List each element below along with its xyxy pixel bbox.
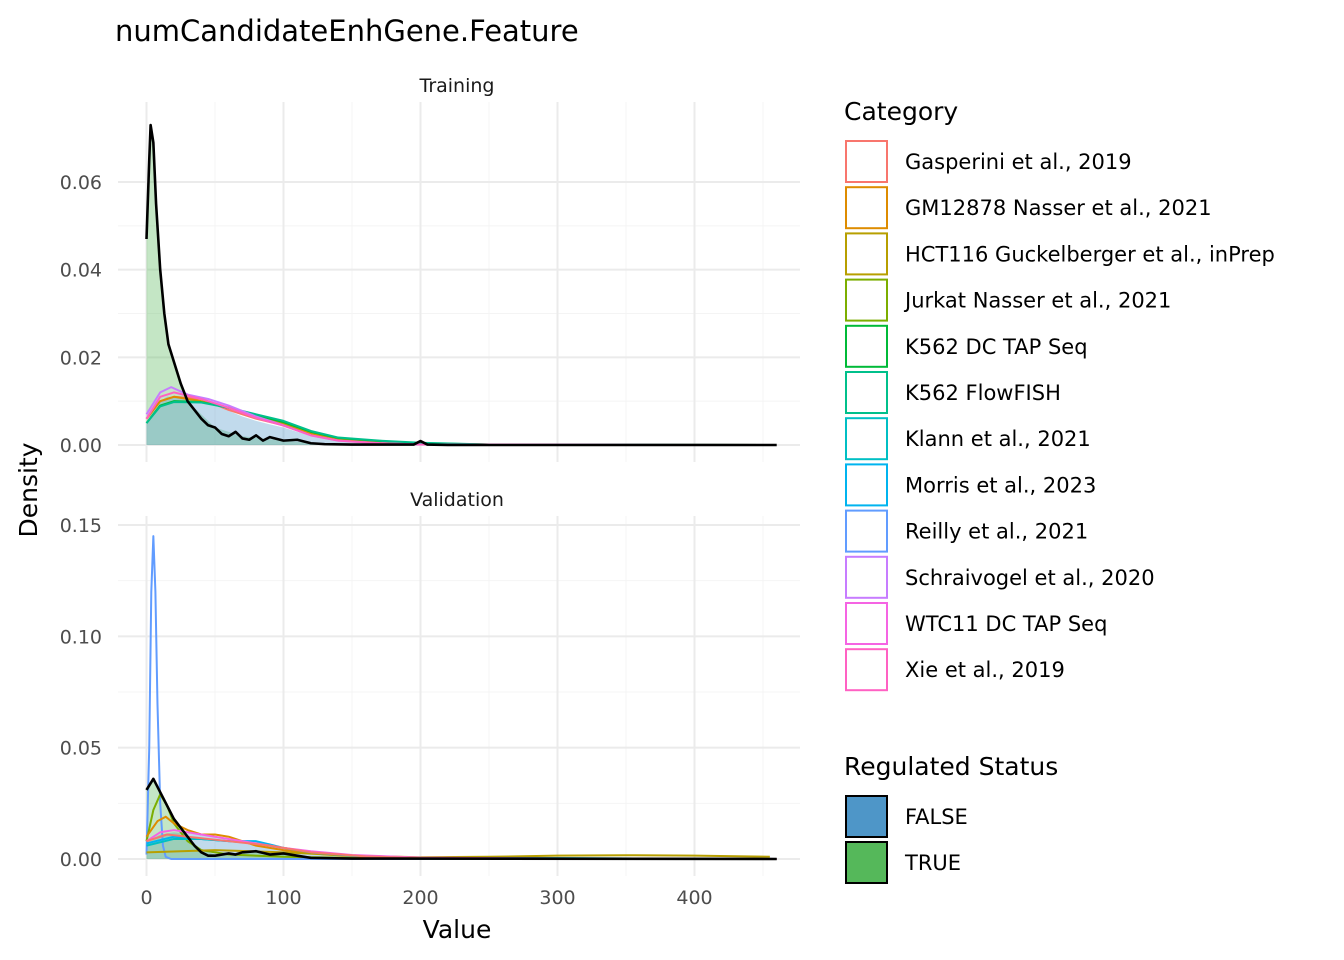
y-tick-label: 0.02 bbox=[60, 347, 102, 369]
legend-category-key bbox=[845, 509, 888, 553]
legend-category-title: Category bbox=[844, 97, 958, 126]
legend-status-label: TRUE bbox=[904, 851, 961, 875]
density-line-k562-flowfish bbox=[145, 401, 764, 446]
legend-regulated-status: Regulated Status FALSE TRUE bbox=[844, 752, 1058, 884]
legend-category-key bbox=[845, 648, 888, 692]
legend-category-key bbox=[845, 232, 888, 276]
y-tick-label: 0.00 bbox=[60, 849, 102, 871]
panel-training-grid bbox=[118, 102, 800, 462]
y-tick-label: 0.05 bbox=[60, 738, 102, 760]
panel-training-y-ticks: 0.00 0.02 0.04 0.06 bbox=[60, 172, 102, 457]
density-line-reilly-et-al-2021 bbox=[145, 535, 777, 860]
legend-category-label: K562 DC TAP Seq bbox=[905, 335, 1088, 359]
legend-category: Category Gasperini et al., 2019 GM12878 N… bbox=[844, 97, 1275, 692]
panel-training: 0.00 0.02 0.04 0.06 Training bbox=[60, 75, 800, 462]
density-line-true-overall bbox=[145, 777, 777, 861]
x-tick-label: 300 bbox=[539, 887, 575, 909]
legend-category-key bbox=[845, 324, 888, 368]
legend-category-label: HCT116 Guckelberger et al., inPrep bbox=[905, 242, 1275, 266]
x-axis-ticks: 0 100 200 300 400 bbox=[140, 887, 712, 909]
x-tick-label: 0 bbox=[140, 887, 152, 909]
legend-category-label: Klann et al., 2021 bbox=[905, 427, 1091, 451]
legend-category-key bbox=[845, 278, 888, 322]
panel-validation: 0.00 0.05 0.10 0.15 Validation bbox=[60, 489, 800, 876]
legend-status-key bbox=[845, 841, 888, 884]
density-fill-true bbox=[146, 125, 777, 446]
panel-training-lines bbox=[145, 123, 777, 447]
panel-validation-lines bbox=[145, 535, 777, 861]
x-tick-label: 400 bbox=[676, 887, 712, 909]
legend-category-label: GM12878 Nasser et al., 2021 bbox=[905, 196, 1212, 220]
strip-label-training: Training bbox=[419, 75, 495, 97]
panel-training-fills bbox=[146, 125, 777, 446]
x-axis-label: Value bbox=[423, 915, 492, 944]
legend-category-key bbox=[845, 140, 888, 183]
y-axis-label: Density bbox=[14, 442, 43, 537]
panel-validation-grid bbox=[118, 516, 800, 876]
legend-category-label: Gasperini et al., 2019 bbox=[905, 150, 1132, 174]
legend-category-label: WTC11 DC TAP Seq bbox=[905, 612, 1107, 636]
x-tick-label: 200 bbox=[402, 887, 438, 909]
y-tick-label: 0.10 bbox=[60, 626, 102, 648]
legend-status-title: Regulated Status bbox=[844, 752, 1058, 781]
legend-category-label: Schraivogel et al., 2020 bbox=[905, 566, 1155, 590]
legend-status-key bbox=[845, 795, 888, 838]
density-fill-false bbox=[146, 396, 777, 445]
y-tick-label: 0.04 bbox=[60, 260, 102, 282]
legend-category-key bbox=[845, 371, 888, 414]
panel-validation-fills bbox=[146, 778, 777, 859]
legend-category-key bbox=[845, 186, 888, 230]
x-tick-label: 100 bbox=[265, 887, 301, 909]
legend-category-key bbox=[845, 417, 888, 461]
panel-validation-y-ticks: 0.00 0.05 0.10 0.15 bbox=[60, 515, 102, 871]
strip-label-validation: Validation bbox=[410, 489, 504, 511]
legend-category-key bbox=[845, 602, 888, 645]
legend-status-label: FALSE bbox=[905, 805, 968, 829]
chart-title: numCandidateEnhGene.Feature bbox=[115, 14, 579, 48]
density-line-true-overall bbox=[145, 123, 777, 447]
legend-category-label: Reilly et al., 2021 bbox=[905, 520, 1088, 544]
legend-category-label: K562 FlowFISH bbox=[905, 381, 1061, 405]
y-tick-label: 0.15 bbox=[60, 515, 102, 537]
y-tick-label: 0.06 bbox=[60, 172, 102, 194]
legend-category-label: Jurkat Nasser et al., 2021 bbox=[903, 289, 1171, 313]
legend-category-key bbox=[845, 463, 888, 507]
y-tick-label: 0.00 bbox=[60, 435, 102, 457]
legend-category-label: Morris et al., 2023 bbox=[905, 473, 1096, 497]
legend-category-label: Xie et al., 2019 bbox=[905, 658, 1065, 682]
legend-category-key bbox=[845, 555, 888, 599]
